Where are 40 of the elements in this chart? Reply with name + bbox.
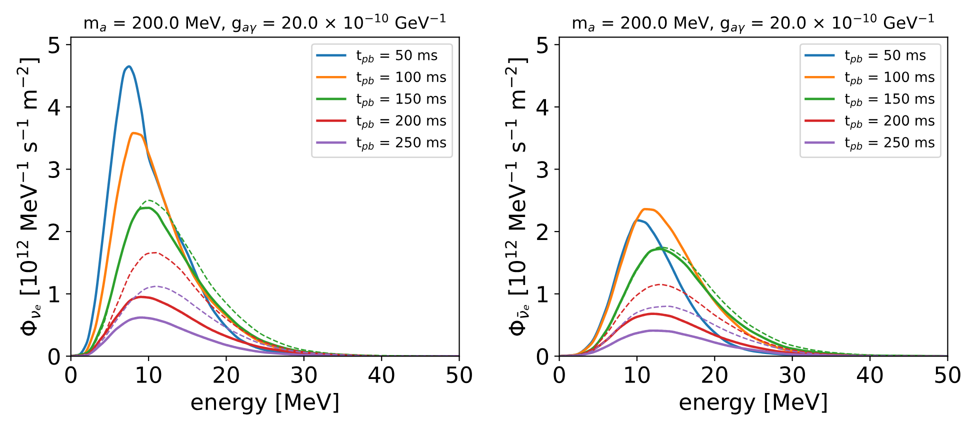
y-tick-label: 3: [48, 161, 60, 178]
x-tick-label: 30: [291, 366, 317, 384]
x-tick-label: 40: [856, 366, 883, 384]
y-tick-label: 5: [537, 36, 548, 54]
chart-title: m$_{a}$ = 200.0 MeV, g$_{aγ}$ = 20.0 × 10$^{−10}$ GeV$^{−1}$: [84, 14, 446, 34]
y-tick-label: 3: [537, 161, 548, 178]
legend-label: t$_{pb}$ = 200 ms: [356, 115, 446, 130]
x-tick-label: 0: [554, 366, 565, 384]
legend-label: t$_{pb}$ = 150 ms: [845, 93, 934, 108]
legend-label: t$_{pb}$ = 250 ms: [356, 136, 446, 152]
text: Φ$_{νₑ}$ [10$^{12}$ MeV$^{−1}$ s$^{−1}$ m$^{−2}$]: [16, 58, 40, 336]
x-tick-label: 40: [368, 366, 394, 384]
legend-label: t$_{pb}$ = 150 ms: [356, 93, 446, 108]
legend-label: t$_{pb}$ = 100 ms: [845, 72, 934, 86]
y-tick-label: 4: [48, 99, 60, 116]
y-tick-label: 0: [536, 348, 548, 365]
text: Φ$_{ν̄ₑ}$ [10$^{12}$ MeV$^{−1}$ s$^{−1}$ m$^{−2}$]: [505, 58, 529, 336]
y-tick-label: 5: [48, 36, 60, 54]
y-tick-label: 1: [538, 286, 548, 302]
y-tick-label: 2: [48, 223, 59, 240]
x-tick-label: 10: [136, 366, 162, 384]
legend-label: t$_{pb}$ = 100 ms: [356, 72, 446, 86]
x-tick-label: 30: [780, 366, 805, 384]
legend-label: t$_{pb}$ = 50 ms: [845, 50, 926, 64]
legend-label: t$_{pb}$ = 200 ms: [845, 115, 934, 130]
x-tick-label: 20: [702, 366, 728, 384]
x-tick-label: 50: [446, 366, 472, 384]
x-tick-label: 10: [625, 366, 650, 384]
y-tick-label: 0: [48, 348, 60, 365]
legend-label: t$_{pb}$ = 250 ms: [845, 136, 934, 152]
y-tick-label: 4: [536, 99, 548, 116]
x-axis-title: energy [MeV]: [680, 392, 827, 414]
y-tick-label: 1: [49, 286, 60, 302]
x-tick-label: 0: [65, 366, 76, 384]
x-axis-title: energy [MeV]: [191, 392, 338, 414]
y-tick-label: 2: [537, 223, 548, 240]
chart-title: m$_{a}$ = 200.0 MeV, g$_{aγ}$ = 20.0 × 10$^{−10}$ GeV$^{−1}$: [573, 14, 934, 34]
legend-label: t$_{pb}$ = 50 ms: [356, 50, 438, 64]
x-tick-label: 50: [935, 366, 960, 384]
x-tick-label: 20: [214, 366, 239, 384]
